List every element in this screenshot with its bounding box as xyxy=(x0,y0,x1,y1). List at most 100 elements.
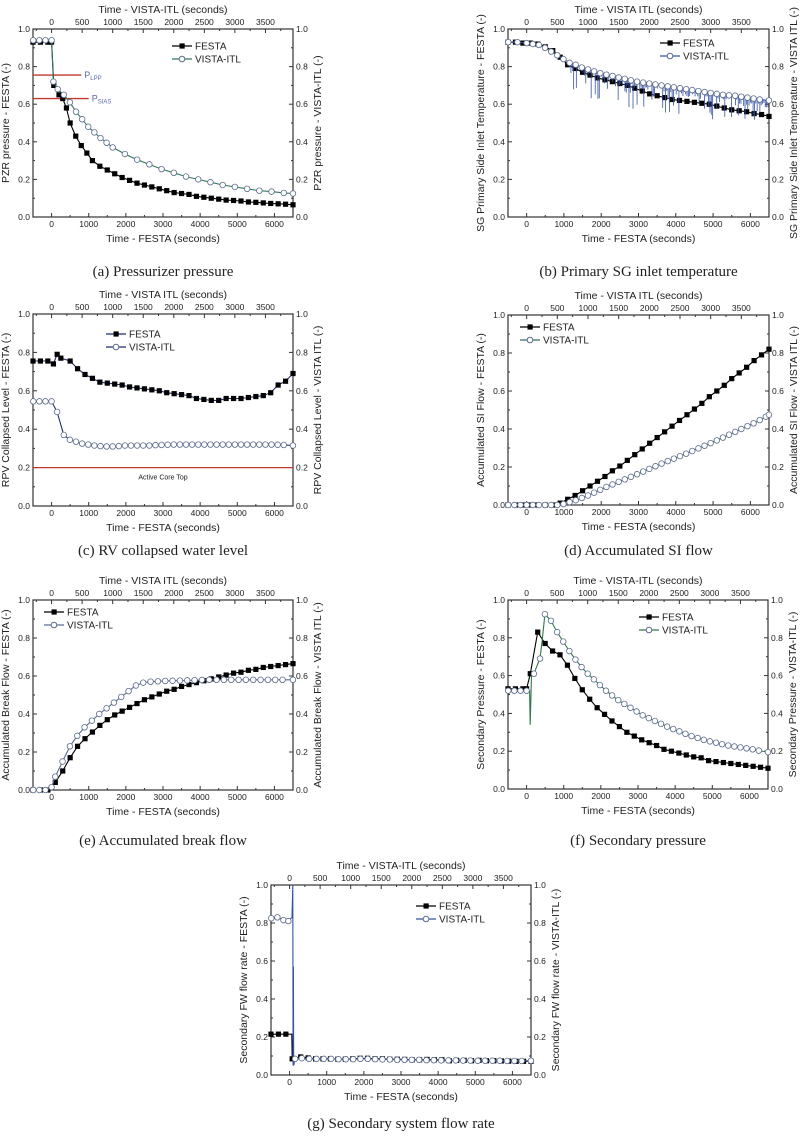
x-axis-title: Time - FESTA (seconds) xyxy=(582,233,696,245)
data-point xyxy=(668,748,675,754)
data-point xyxy=(474,1057,481,1064)
legend-item: VISTA-ITL xyxy=(106,343,175,354)
data-point xyxy=(110,699,118,706)
data-point xyxy=(654,434,660,441)
data-point xyxy=(30,37,37,44)
data-point xyxy=(66,99,74,106)
data-point xyxy=(729,376,735,382)
data-point xyxy=(764,748,772,756)
data-point xyxy=(195,176,202,183)
x-tick-label-bottom: 6000 xyxy=(265,219,284,229)
figure-caption: (f) Secondary pressure xyxy=(570,833,706,849)
x-tick-label-top: 1000 xyxy=(103,17,122,27)
data-point xyxy=(275,1031,282,1037)
data-point xyxy=(609,718,615,724)
data-point xyxy=(590,489,598,496)
data-point xyxy=(615,478,622,486)
data-point xyxy=(282,378,289,384)
plot-frame xyxy=(270,884,532,1076)
data-point xyxy=(220,676,228,683)
data-point xyxy=(327,1055,335,1063)
data-point xyxy=(560,55,567,63)
y-tick-label-left: 1.0 xyxy=(18,309,30,319)
data-point xyxy=(682,730,689,738)
legend-marker xyxy=(646,614,652,620)
reference-label-sub: LPP xyxy=(90,76,101,82)
y-tick-label-right: 0.6 xyxy=(534,956,546,966)
data-point xyxy=(695,87,702,95)
data-point xyxy=(89,729,96,735)
data-point xyxy=(260,200,266,206)
y-tick-label-left: 1.0 xyxy=(256,880,268,890)
data-point xyxy=(646,80,653,87)
data-point xyxy=(699,400,705,406)
data-point xyxy=(587,72,593,78)
data-point xyxy=(275,201,281,207)
series-vista-itl xyxy=(505,38,773,120)
data-point xyxy=(213,441,220,448)
data-point xyxy=(305,1055,313,1063)
data-point xyxy=(158,165,165,173)
y-axis-title-right: SG Primary Side Inlet Temperature - VIST… xyxy=(788,7,800,239)
data-point xyxy=(572,497,579,504)
data-point xyxy=(50,78,57,85)
data-point xyxy=(169,677,176,684)
data-point xyxy=(542,640,548,647)
data-point xyxy=(280,441,287,449)
data-point xyxy=(758,111,765,118)
data-point xyxy=(720,759,727,766)
y-tick-label-right: 0.6 xyxy=(772,99,784,109)
data-point xyxy=(171,686,177,692)
data-point xyxy=(132,682,140,689)
data-point xyxy=(663,723,671,730)
data-point xyxy=(178,392,185,398)
x-tick-label-bottom: 3000 xyxy=(629,507,648,517)
legend-item: VISTA-ITL xyxy=(44,621,113,632)
data-point xyxy=(48,398,55,405)
data-point xyxy=(523,687,530,694)
data-point xyxy=(728,760,734,767)
data-point xyxy=(72,108,80,115)
x-tick-label-bottom: 4000 xyxy=(191,792,210,802)
data-point xyxy=(572,675,578,682)
data-point xyxy=(765,97,773,104)
x-tick-label-top: 3000 xyxy=(225,302,244,312)
series-festa xyxy=(30,39,296,208)
x-tick-label-top: 500 xyxy=(550,303,564,313)
data-point xyxy=(587,483,593,489)
x-tick-label-bottom: 4000 xyxy=(666,219,685,229)
data-point xyxy=(66,743,74,750)
x-tick-label-bottom: 6000 xyxy=(740,791,759,801)
data-point xyxy=(171,189,177,196)
data-point xyxy=(530,670,538,677)
data-point xyxy=(279,676,286,683)
series-vista-itl xyxy=(30,676,297,794)
y-tick-label-left: 0.2 xyxy=(18,174,30,184)
data-point xyxy=(109,443,116,450)
data-point xyxy=(178,683,185,690)
x-tick-label-top: 3000 xyxy=(701,17,720,27)
legend-label: FESTA xyxy=(662,613,694,624)
series-line xyxy=(33,41,294,206)
data-point xyxy=(134,700,140,707)
data-point xyxy=(54,85,61,93)
legend-marker xyxy=(51,609,57,615)
data-point xyxy=(282,201,289,207)
data-point xyxy=(624,82,630,88)
data-point xyxy=(140,679,147,686)
data-point xyxy=(689,447,696,455)
data-point xyxy=(97,722,103,728)
series-vista-itl xyxy=(505,411,773,509)
x-tick-label-bottom: 2000 xyxy=(592,507,611,517)
data-point xyxy=(54,351,60,357)
x-tick-label-bottom: 2000 xyxy=(354,1077,373,1087)
x-axis-title: Time - FESTA (seconds) xyxy=(581,805,695,817)
x-tick-label-top: 1000 xyxy=(579,17,598,27)
y-tick-label-left: 0.4 xyxy=(18,709,30,719)
data-point xyxy=(646,465,653,473)
data-point xyxy=(615,696,622,704)
data-point xyxy=(566,647,573,655)
data-point xyxy=(81,724,88,731)
data-point xyxy=(149,387,155,393)
y-tick-label-right: 0.4 xyxy=(296,709,308,719)
